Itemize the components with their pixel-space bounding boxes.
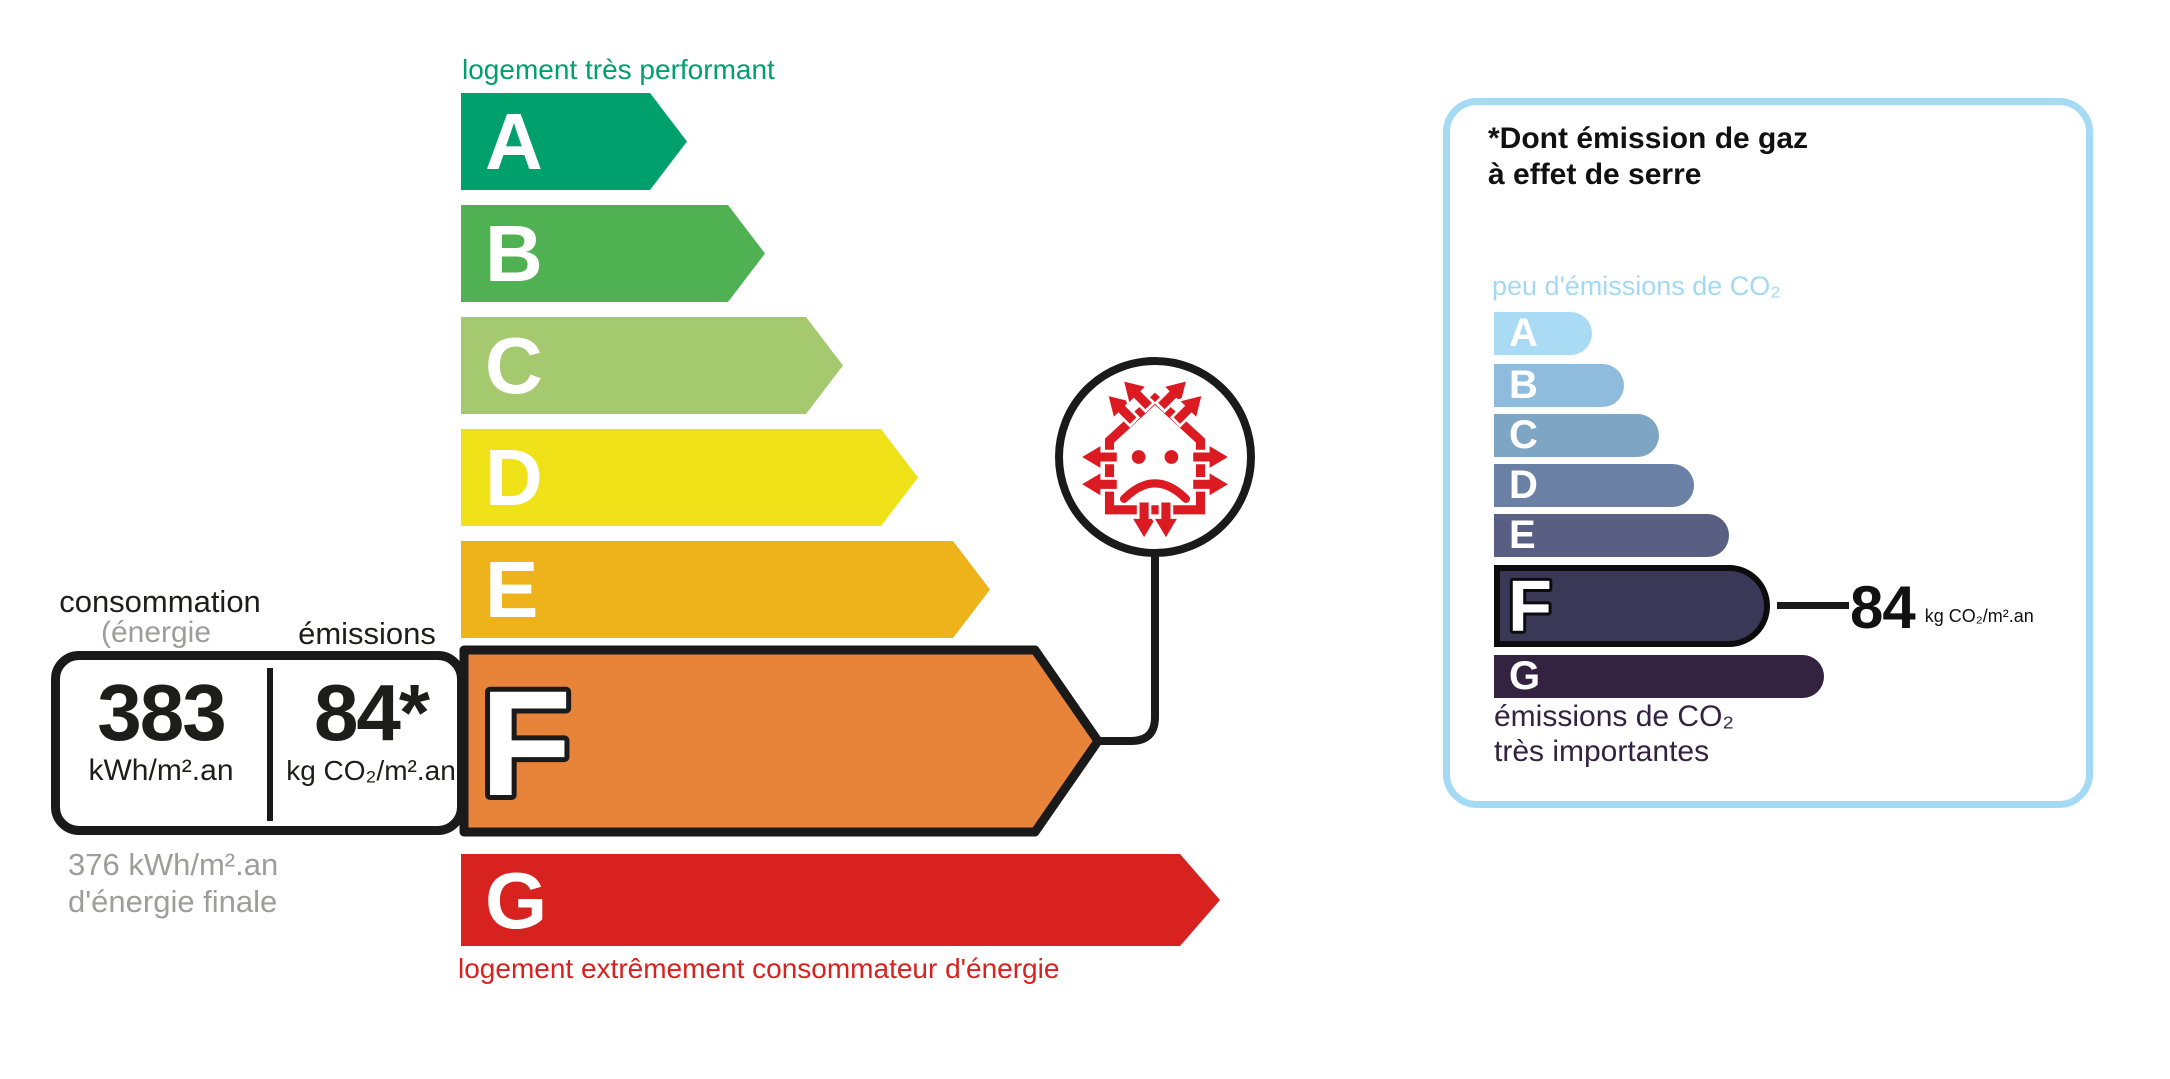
co2-class-letter: C	[1509, 413, 1538, 457]
energy-class-letter: A	[485, 97, 543, 186]
co2-class-bar-f: F	[1494, 565, 1770, 647]
house-eye-left	[1131, 450, 1146, 464]
co2-value-row: 84 kg CO₂/m².an	[1850, 573, 2034, 642]
primary-energy-cell: 383 kWh/m².an	[62, 672, 260, 788]
co2-high-label-line2: très importantes	[1494, 735, 1710, 768]
co2-unit: kg CO₂/m².an	[286, 755, 456, 786]
co2-class-letter: D	[1509, 463, 1538, 507]
connector-line	[1096, 550, 1159, 745]
house-eye-right	[1164, 450, 1179, 464]
final-energy-note-line1: 376 kWh/m².an	[68, 847, 279, 882]
energy-class-letter: G	[485, 855, 548, 945]
energy-class-letter-f: F	[480, 659, 572, 827]
energy-class-bar-g: G	[461, 854, 1220, 946]
co2-cell: 84* kg CO₂/m².an	[283, 672, 459, 788]
co2-value-connector-line	[1777, 602, 1849, 609]
final-energy-note-line2: d'énergie finale	[68, 884, 278, 919]
co2-high-label: émissions de CO₂ très importantes	[1494, 699, 1734, 769]
co2-panel-title: *Dont émission de gaz à effet de serre	[1488, 121, 1808, 193]
energy-class-bar-a: A	[461, 93, 687, 190]
energy-class-bar-c: C	[461, 317, 843, 414]
co2-class-bar-g: G	[1494, 655, 1824, 698]
energy-scale-top-label: logement très performant	[462, 54, 775, 85]
co2-class-bar-b: B	[1494, 364, 1624, 407]
value-box-divider	[267, 668, 273, 821]
co2-panel-title-line2: à effet de serre	[1488, 158, 1702, 191]
sad-house-heat-loss-badge	[1055, 357, 1255, 557]
consumption-value-box	[51, 651, 466, 835]
co2-class-letter: G	[1509, 654, 1541, 698]
heat-loss-arrows	[1076, 377, 1234, 543]
co2-class-letter: B	[1509, 363, 1538, 407]
house-frown-mouth	[1119, 479, 1191, 503]
energy-class-bar-b: B	[461, 205, 765, 302]
co2-class-letter: A	[1509, 311, 1538, 355]
co2-class-letter: E	[1509, 513, 1536, 557]
co2-value: 84*	[313, 668, 430, 757]
energy-class-bar-d: D	[461, 429, 918, 526]
co2-class-bar-d: D	[1494, 464, 1694, 507]
co2-high-label-line1: émissions de CO₂	[1494, 700, 1735, 733]
co2-low-label: peu d'émissions de CO₂	[1492, 271, 1781, 301]
co2-panel-value-unit: kg CO₂/m².an	[1924, 606, 2034, 626]
sad-house-heat-loss-icon	[1076, 377, 1234, 543]
co2-panel-title-line1: *Dont émission de gaz	[1488, 122, 1809, 155]
energy-class-letter: D	[485, 433, 543, 522]
co2-class-bar-c: C	[1494, 414, 1659, 457]
primary-energy-unit: kWh/m².an	[88, 754, 234, 787]
energy-class-bar-f	[459, 645, 1103, 837]
co2-class-bar-e: E	[1494, 514, 1729, 557]
co2-emissions-panel: *Dont émission de gaz à effet de serre p…	[1443, 98, 2093, 808]
co2-class-letter-f: F	[1505, 571, 1555, 641]
co2-class-bar-a: A	[1494, 312, 1592, 355]
final-energy-note: 376 kWh/m².an d'énergie finale	[68, 846, 278, 920]
co2-panel-value: 84	[1850, 574, 1916, 641]
energy-scale-bottom-label: logement extrêmement consommateur d'éner…	[458, 953, 1060, 984]
consumption-header: consommation	[59, 584, 261, 619]
energy-class-letter: C	[485, 321, 543, 410]
energy-class-letter: E	[485, 545, 539, 634]
energy-class-bar-e: E	[461, 541, 990, 638]
svg-text:F: F	[1508, 571, 1552, 641]
energy-class-letter: B	[485, 209, 543, 298]
primary-energy-value: 383	[97, 668, 226, 757]
emissions-header: émissions	[298, 616, 436, 651]
